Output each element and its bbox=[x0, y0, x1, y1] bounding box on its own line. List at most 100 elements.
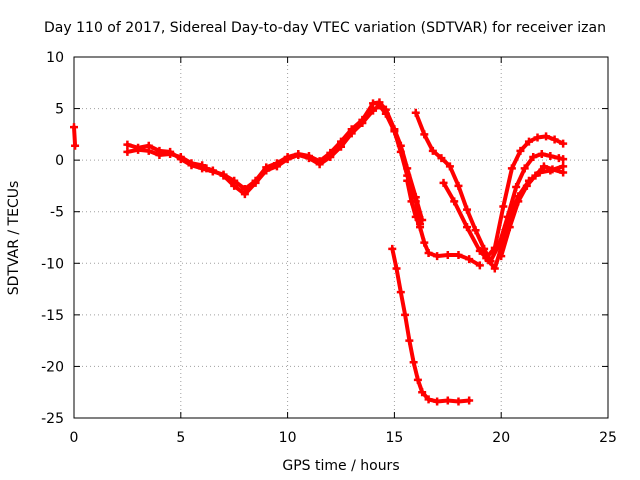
data-point bbox=[542, 132, 551, 141]
data-point bbox=[358, 115, 367, 124]
series-line bbox=[405, 178, 482, 268]
y-tick-label: -10 bbox=[41, 256, 64, 272]
y-axis-label: SDTVAR / TECUs bbox=[6, 181, 22, 296]
data-point bbox=[495, 240, 504, 249]
data-point bbox=[445, 162, 454, 171]
data-point bbox=[71, 141, 80, 150]
data-point bbox=[471, 226, 480, 235]
data-point bbox=[208, 167, 217, 176]
y-tick-label: -15 bbox=[41, 308, 64, 324]
y-tick-label: -25 bbox=[41, 411, 64, 427]
data-point bbox=[219, 170, 228, 179]
data-point bbox=[463, 205, 472, 214]
data-point bbox=[531, 171, 540, 180]
data-point bbox=[424, 395, 433, 404]
data-point bbox=[559, 168, 568, 177]
y-tick-label: -5 bbox=[50, 205, 64, 221]
data-point bbox=[407, 197, 416, 206]
x-tick-label: 0 bbox=[70, 430, 79, 446]
data-point bbox=[503, 212, 512, 221]
data-point bbox=[529, 153, 538, 162]
data-point bbox=[516, 146, 525, 155]
data-point bbox=[396, 141, 405, 150]
data-point bbox=[454, 251, 463, 260]
series-recovery-low bbox=[497, 162, 568, 261]
data-point bbox=[507, 164, 516, 173]
series-recovery-high bbox=[482, 132, 568, 263]
series-line bbox=[125, 100, 425, 222]
data-point bbox=[522, 181, 531, 190]
data-point bbox=[230, 176, 239, 185]
data-point bbox=[486, 257, 495, 266]
axis-ticks: 0 5 10 15 20 25 10 5 0 -5 -10 -15 -20 -25 bbox=[41, 50, 617, 446]
data-point bbox=[465, 255, 474, 264]
data-point bbox=[405, 336, 414, 345]
series-line bbox=[484, 134, 566, 261]
data-point bbox=[240, 185, 249, 194]
data-series bbox=[70, 98, 568, 406]
series-line bbox=[390, 246, 472, 404]
data-point bbox=[347, 125, 356, 134]
data-point bbox=[443, 396, 452, 405]
data-point bbox=[480, 244, 489, 253]
data-point bbox=[463, 223, 472, 232]
data-point bbox=[262, 163, 271, 172]
grid bbox=[74, 57, 608, 418]
data-point bbox=[375, 98, 384, 107]
data-point bbox=[497, 252, 506, 261]
data-point bbox=[514, 197, 523, 206]
data-point bbox=[401, 310, 410, 319]
data-point bbox=[550, 135, 559, 144]
data-point bbox=[546, 152, 555, 161]
data-point bbox=[411, 212, 420, 221]
x-tick-label: 10 bbox=[279, 430, 297, 446]
data-point bbox=[465, 396, 474, 405]
data-point bbox=[475, 261, 484, 270]
data-point bbox=[337, 137, 345, 146]
data-point bbox=[411, 108, 420, 117]
data-point bbox=[396, 288, 405, 297]
data-point bbox=[418, 215, 427, 224]
y-tick-label: 0 bbox=[55, 153, 64, 169]
data-point bbox=[392, 264, 401, 273]
data-point bbox=[272, 159, 281, 168]
data-point bbox=[539, 162, 548, 171]
data-point bbox=[198, 164, 207, 173]
data-point bbox=[294, 149, 303, 158]
plot-frame bbox=[73, 56, 609, 419]
series-segment-start bbox=[70, 123, 80, 150]
data-point bbox=[144, 141, 153, 150]
data-point bbox=[420, 238, 429, 247]
data-point bbox=[454, 181, 463, 190]
data-point bbox=[123, 140, 132, 149]
data-point bbox=[315, 157, 324, 166]
data-point bbox=[420, 130, 429, 139]
data-point bbox=[413, 375, 422, 384]
series-line bbox=[488, 152, 566, 264]
y-tick-label: 10 bbox=[46, 50, 64, 66]
data-point bbox=[326, 148, 335, 157]
series-recovery-mid bbox=[486, 149, 568, 266]
data-point bbox=[443, 251, 452, 260]
data-point bbox=[437, 154, 446, 163]
data-point bbox=[537, 149, 546, 158]
data-point bbox=[176, 155, 185, 164]
data-point bbox=[251, 176, 260, 185]
series-track-to-minus-9 bbox=[403, 176, 484, 270]
data-point bbox=[433, 252, 442, 261]
data-point bbox=[475, 246, 484, 255]
data-point bbox=[512, 182, 521, 191]
chart-title: Day 110 of 2017, Sidereal Day-to-day VTE… bbox=[44, 20, 606, 36]
data-point bbox=[155, 146, 164, 155]
data-point bbox=[533, 133, 542, 142]
x-tick-label: 20 bbox=[492, 430, 510, 446]
data-point bbox=[482, 254, 491, 263]
data-point bbox=[134, 143, 143, 152]
data-point bbox=[416, 223, 425, 232]
data-point bbox=[548, 165, 557, 174]
y-tick-label: 5 bbox=[55, 102, 64, 118]
x-axis-label: GPS time / hours bbox=[282, 458, 399, 474]
data-point bbox=[505, 223, 514, 232]
data-point bbox=[520, 164, 529, 173]
